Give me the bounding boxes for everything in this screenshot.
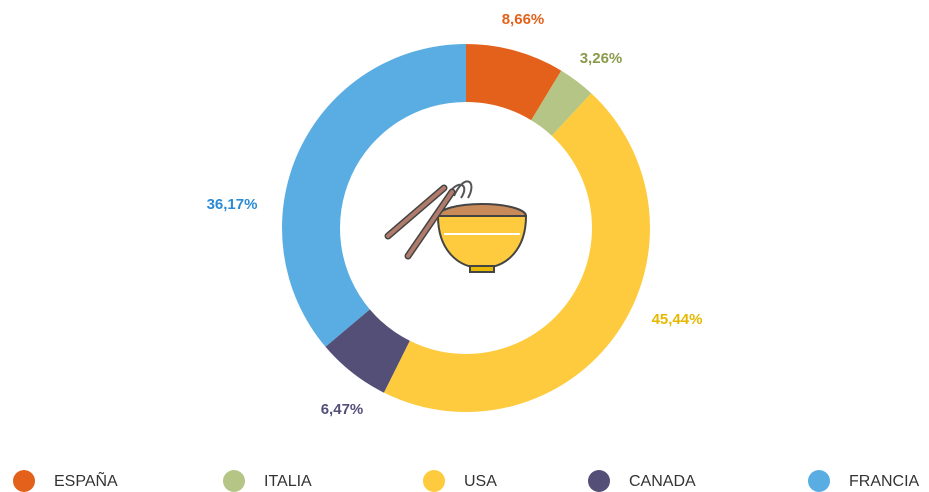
donut-slice [466, 44, 562, 121]
legend-label: ITALIA [264, 473, 312, 490]
legend-label: ESPAÑA [54, 470, 118, 490]
noodle-icon [384, 180, 528, 273]
value-label: 36,17% [207, 196, 258, 213]
legend-swatch [808, 470, 830, 492]
donut-slice [531, 70, 592, 136]
legend-swatch [588, 470, 610, 492]
legend-label: CANADA [629, 473, 696, 490]
value-label: 6,47% [321, 401, 364, 418]
legend-swatch [223, 470, 245, 492]
value-label: 45,44% [652, 311, 703, 328]
donut-slice [282, 43, 466, 347]
legend-label: USA [464, 473, 497, 490]
legend-swatch [423, 470, 445, 492]
donut-slice [383, 93, 650, 412]
legend-label: FRANCIA [849, 473, 920, 490]
legend-swatch [13, 470, 35, 492]
value-label: 8,66% [502, 11, 545, 28]
donut-slice [325, 309, 410, 393]
value-label: 3,26% [580, 50, 623, 67]
